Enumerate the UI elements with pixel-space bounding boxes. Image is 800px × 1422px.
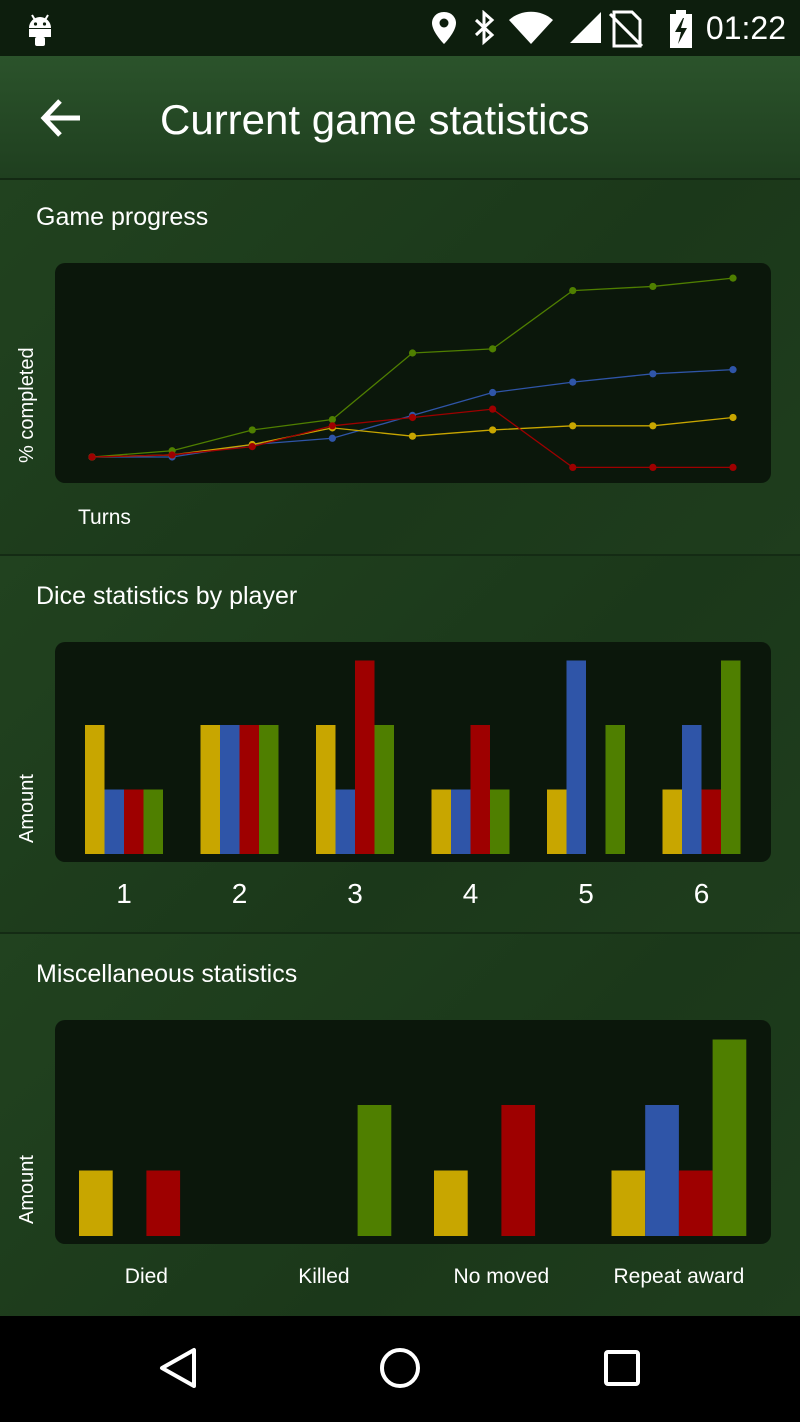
dice-bar	[566, 660, 586, 854]
dice-bar	[547, 789, 567, 854]
progress-xlabel: Turns	[78, 506, 131, 529]
progress-data-point	[328, 415, 336, 424]
misc-bar	[712, 1039, 747, 1236]
dice-bar	[682, 725, 702, 854]
dice-plot-area	[55, 642, 771, 862]
progress-data-point	[489, 345, 497, 353]
dice-bar	[470, 725, 490, 854]
dice-tick-label: 2	[231, 878, 248, 909]
dice-bar	[316, 725, 336, 854]
status-time: 01:22	[705, 10, 786, 46]
app-bar: Current game statistics	[0, 56, 800, 180]
signal-icon	[570, 12, 601, 43]
progress-data-point	[729, 463, 737, 471]
progress-data-point	[649, 463, 657, 471]
progress-data-point	[649, 282, 657, 291]
progress-data-point	[569, 463, 577, 471]
dice-bar	[451, 789, 471, 854]
nav-home-icon[interactable]	[378, 1346, 422, 1390]
dice-bar	[701, 789, 721, 854]
misc-tick-label: Died	[124, 1265, 168, 1288]
progress-data-point	[328, 422, 336, 430]
wifi-icon	[509, 11, 553, 44]
progress-data-point	[248, 443, 256, 451]
progress-data-point	[328, 434, 336, 442]
progress-data-point	[729, 274, 737, 282]
dice-stats-section: Dice statistics by player Amount	[0, 556, 800, 932]
dice-tick-label: 5	[578, 878, 594, 909]
status-bar: 01:22	[0, 0, 800, 56]
progress-data-point	[649, 422, 657, 430]
dice-bar	[85, 725, 105, 854]
misc-bar	[146, 1170, 181, 1236]
dice-tick-label: 3	[347, 878, 363, 909]
progress-data-point	[569, 378, 577, 386]
page-title: Current game statistics	[160, 96, 590, 143]
navigation-bar	[0, 1316, 800, 1422]
progress-data-point	[88, 453, 96, 461]
progress-data-point	[569, 287, 577, 295]
dice-bar	[355, 660, 375, 854]
misc-bar	[611, 1170, 646, 1236]
dice-bar	[104, 789, 124, 854]
progress-data-point	[168, 451, 176, 459]
misc-tick-label: No moved	[453, 1265, 550, 1288]
dice-bar	[335, 789, 355, 854]
bluetooth-icon	[474, 10, 495, 46]
dice-bar	[490, 789, 510, 854]
nav-back-icon[interactable]	[158, 1346, 200, 1390]
dice-bar	[605, 725, 625, 854]
section-divider	[0, 554, 800, 556]
misc-bar	[501, 1105, 536, 1236]
progress-data-point	[408, 349, 417, 357]
dice-bar	[143, 789, 163, 854]
progress-data-point	[489, 388, 497, 397]
progress-data-point	[729, 366, 737, 374]
arrow-left-icon[interactable]	[36, 96, 88, 140]
progress-data-point	[489, 426, 497, 434]
section-title-game-progress: Game progress	[36, 203, 209, 231]
dice-tick-label: 1	[116, 878, 132, 909]
dice-tick-label: 6	[693, 878, 710, 909]
dice-tick-label: 4	[462, 878, 479, 909]
nav-recents-icon[interactable]	[602, 1348, 642, 1388]
misc-bar	[434, 1170, 468, 1236]
location-icon	[432, 12, 456, 44]
game-progress-section: Game progress % completed Turns	[0, 180, 800, 554]
dice-bar	[124, 789, 144, 854]
dice-bar	[662, 789, 682, 854]
android-icon	[29, 14, 51, 46]
battery-charging-icon	[670, 10, 692, 48]
misc-bar	[645, 1105, 679, 1236]
misc-tick-label: Repeat award	[613, 1265, 745, 1288]
dice-bar	[721, 660, 741, 854]
dice-bar	[431, 789, 451, 854]
progress-series-line	[91, 277, 734, 458]
dice-bar	[374, 725, 394, 854]
progress-data-point	[408, 432, 417, 440]
charts-overlay	[79, 274, 747, 1236]
dice-bar	[259, 725, 279, 854]
progress-data-point	[248, 426, 256, 434]
progress-data-point	[408, 413, 417, 422]
misc-tick-label: Killed	[298, 1265, 350, 1288]
progress-data-point	[569, 422, 577, 430]
dice-bar	[200, 725, 220, 854]
section-divider	[0, 932, 800, 934]
dice-bar	[239, 725, 259, 854]
misc-bar	[678, 1170, 713, 1236]
section-title-misc: Miscellaneous statistics	[36, 960, 298, 988]
dice-bar	[220, 725, 240, 854]
progress-data-point	[729, 413, 737, 422]
progress-data-point	[649, 370, 657, 378]
misc-bar	[79, 1170, 113, 1236]
misc-bar	[357, 1105, 392, 1236]
no-sim-icon	[608, 10, 644, 48]
section-title-dice: Dice statistics by player	[36, 582, 298, 610]
progress-data-point	[489, 405, 497, 413]
